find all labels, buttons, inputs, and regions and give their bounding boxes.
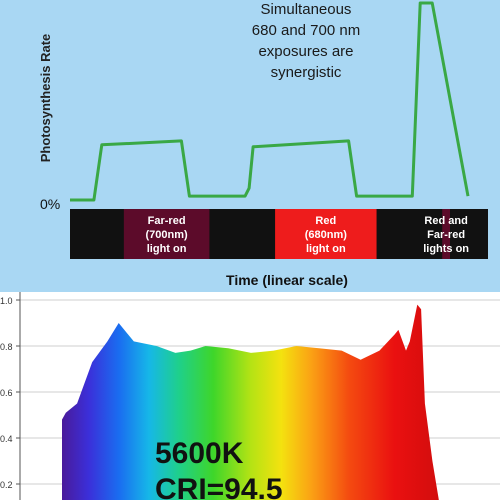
y-tick-label: 0.2	[0, 480, 13, 490]
spectrum-area	[62, 304, 439, 500]
x-axis-label: Time (linear scale)	[226, 272, 348, 288]
photosynthesis-rate-line	[70, 1, 470, 202]
spectrum-chart: 1.0 0.8 0.6 0.4 0.2 5600K CRI=94.5	[0, 292, 500, 500]
light-period-label: (700nm)	[146, 229, 189, 241]
light-period-2: Red and Far-red lights on	[423, 209, 469, 259]
light-period-bar	[123, 209, 210, 259]
color-temperature-label: 5600K	[155, 437, 244, 470]
light-period-label: Red and	[424, 215, 467, 227]
light-period-label: lights on	[423, 243, 469, 255]
photosynthesis-chart: Photosynthesis Rate 0% Time (linear scal…	[38, 1, 488, 288]
light-period-label: Far-red	[427, 229, 465, 241]
annotation-line: 680 and 700 nm	[252, 22, 360, 39]
light-period-0: Far-red (700nm) light on	[123, 209, 210, 259]
spectrum-y-ticks: 1.0 0.8 0.6 0.4 0.2	[0, 296, 20, 490]
photosynthesis-chart-panel: Photosynthesis Rate 0% Time (linear scal…	[0, 0, 500, 292]
y-tick-label: 0.6	[0, 388, 13, 398]
light-period-bar	[275, 209, 377, 259]
y-axis-label: Photosynthesis Rate	[38, 34, 53, 163]
y-tick-label: 0.4	[0, 434, 13, 444]
light-period-label: (680nm)	[305, 229, 348, 241]
synergy-annotation: Simultaneous 680 and 700 nm exposures are s…	[252, 1, 360, 81]
spectrum-chart-panel: 1.0 0.8 0.6 0.4 0.2 5600K CRI=94.5	[0, 292, 500, 500]
cri-label: CRI=94.5	[155, 473, 283, 500]
annotation-line: exposures are	[258, 43, 353, 60]
y-tick-label: 0.8	[0, 342, 13, 352]
annotation-line: Simultaneous	[261, 1, 352, 18]
rate-line-group	[70, 1, 470, 202]
y-tick-label: 0%	[40, 196, 60, 212]
y-tick-label: 1.0	[0, 296, 13, 306]
light-period-bar	[442, 209, 450, 259]
light-period-1: Red (680nm) light on	[275, 209, 377, 259]
light-period-label: Red	[315, 215, 336, 227]
annotation-line: synergistic	[271, 64, 342, 81]
light-period-label: Far-red	[148, 215, 186, 227]
light-period-label: light on	[147, 243, 187, 255]
light-period-label: light on	[306, 243, 346, 255]
spectrum-annotation: 5600K CRI=94.5	[155, 437, 283, 500]
